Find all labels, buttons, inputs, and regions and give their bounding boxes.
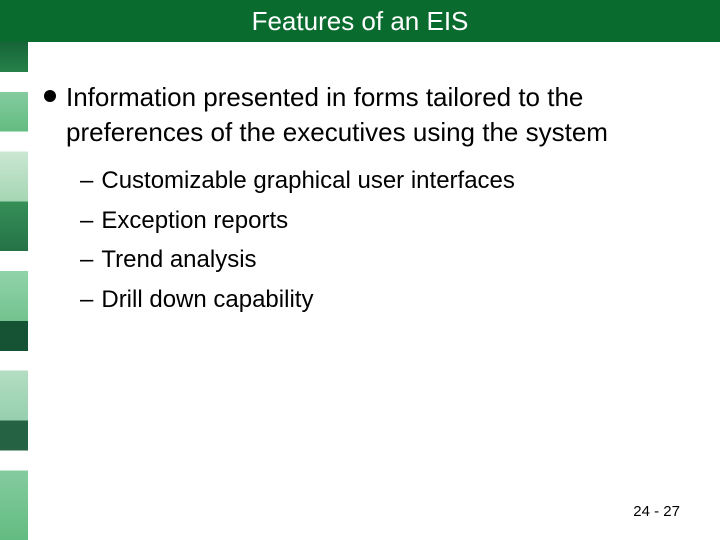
dash-icon: – xyxy=(80,164,93,198)
slide-title: Features of an EIS xyxy=(252,6,469,37)
dash-icon: – xyxy=(80,243,93,277)
bullet-icon xyxy=(44,90,56,102)
main-bullet: Information presented in forms tailored … xyxy=(44,80,684,150)
sub-item-text: Exception reports xyxy=(101,204,288,238)
sub-item: – Trend analysis xyxy=(80,243,684,277)
dash-icon: – xyxy=(80,204,93,238)
sub-item: – Drill down capability xyxy=(80,283,684,317)
sub-item-text: Trend analysis xyxy=(101,243,256,277)
sub-item-text: Customizable graphical user interfaces xyxy=(101,164,515,198)
page-number: 24 - 27 xyxy=(633,503,680,520)
title-bar: Features of an EIS xyxy=(0,0,720,42)
dash-icon: – xyxy=(80,283,93,317)
sub-item: – Exception reports xyxy=(80,204,684,238)
content-area: Information presented in forms tailored … xyxy=(44,80,684,323)
sub-item: – Customizable graphical user interfaces xyxy=(80,164,684,198)
sub-item-text: Drill down capability xyxy=(101,283,313,317)
sub-list: – Customizable graphical user interfaces… xyxy=(80,164,684,316)
decorative-sidebar xyxy=(0,42,28,540)
bullet-text: Information presented in forms tailored … xyxy=(66,80,684,150)
